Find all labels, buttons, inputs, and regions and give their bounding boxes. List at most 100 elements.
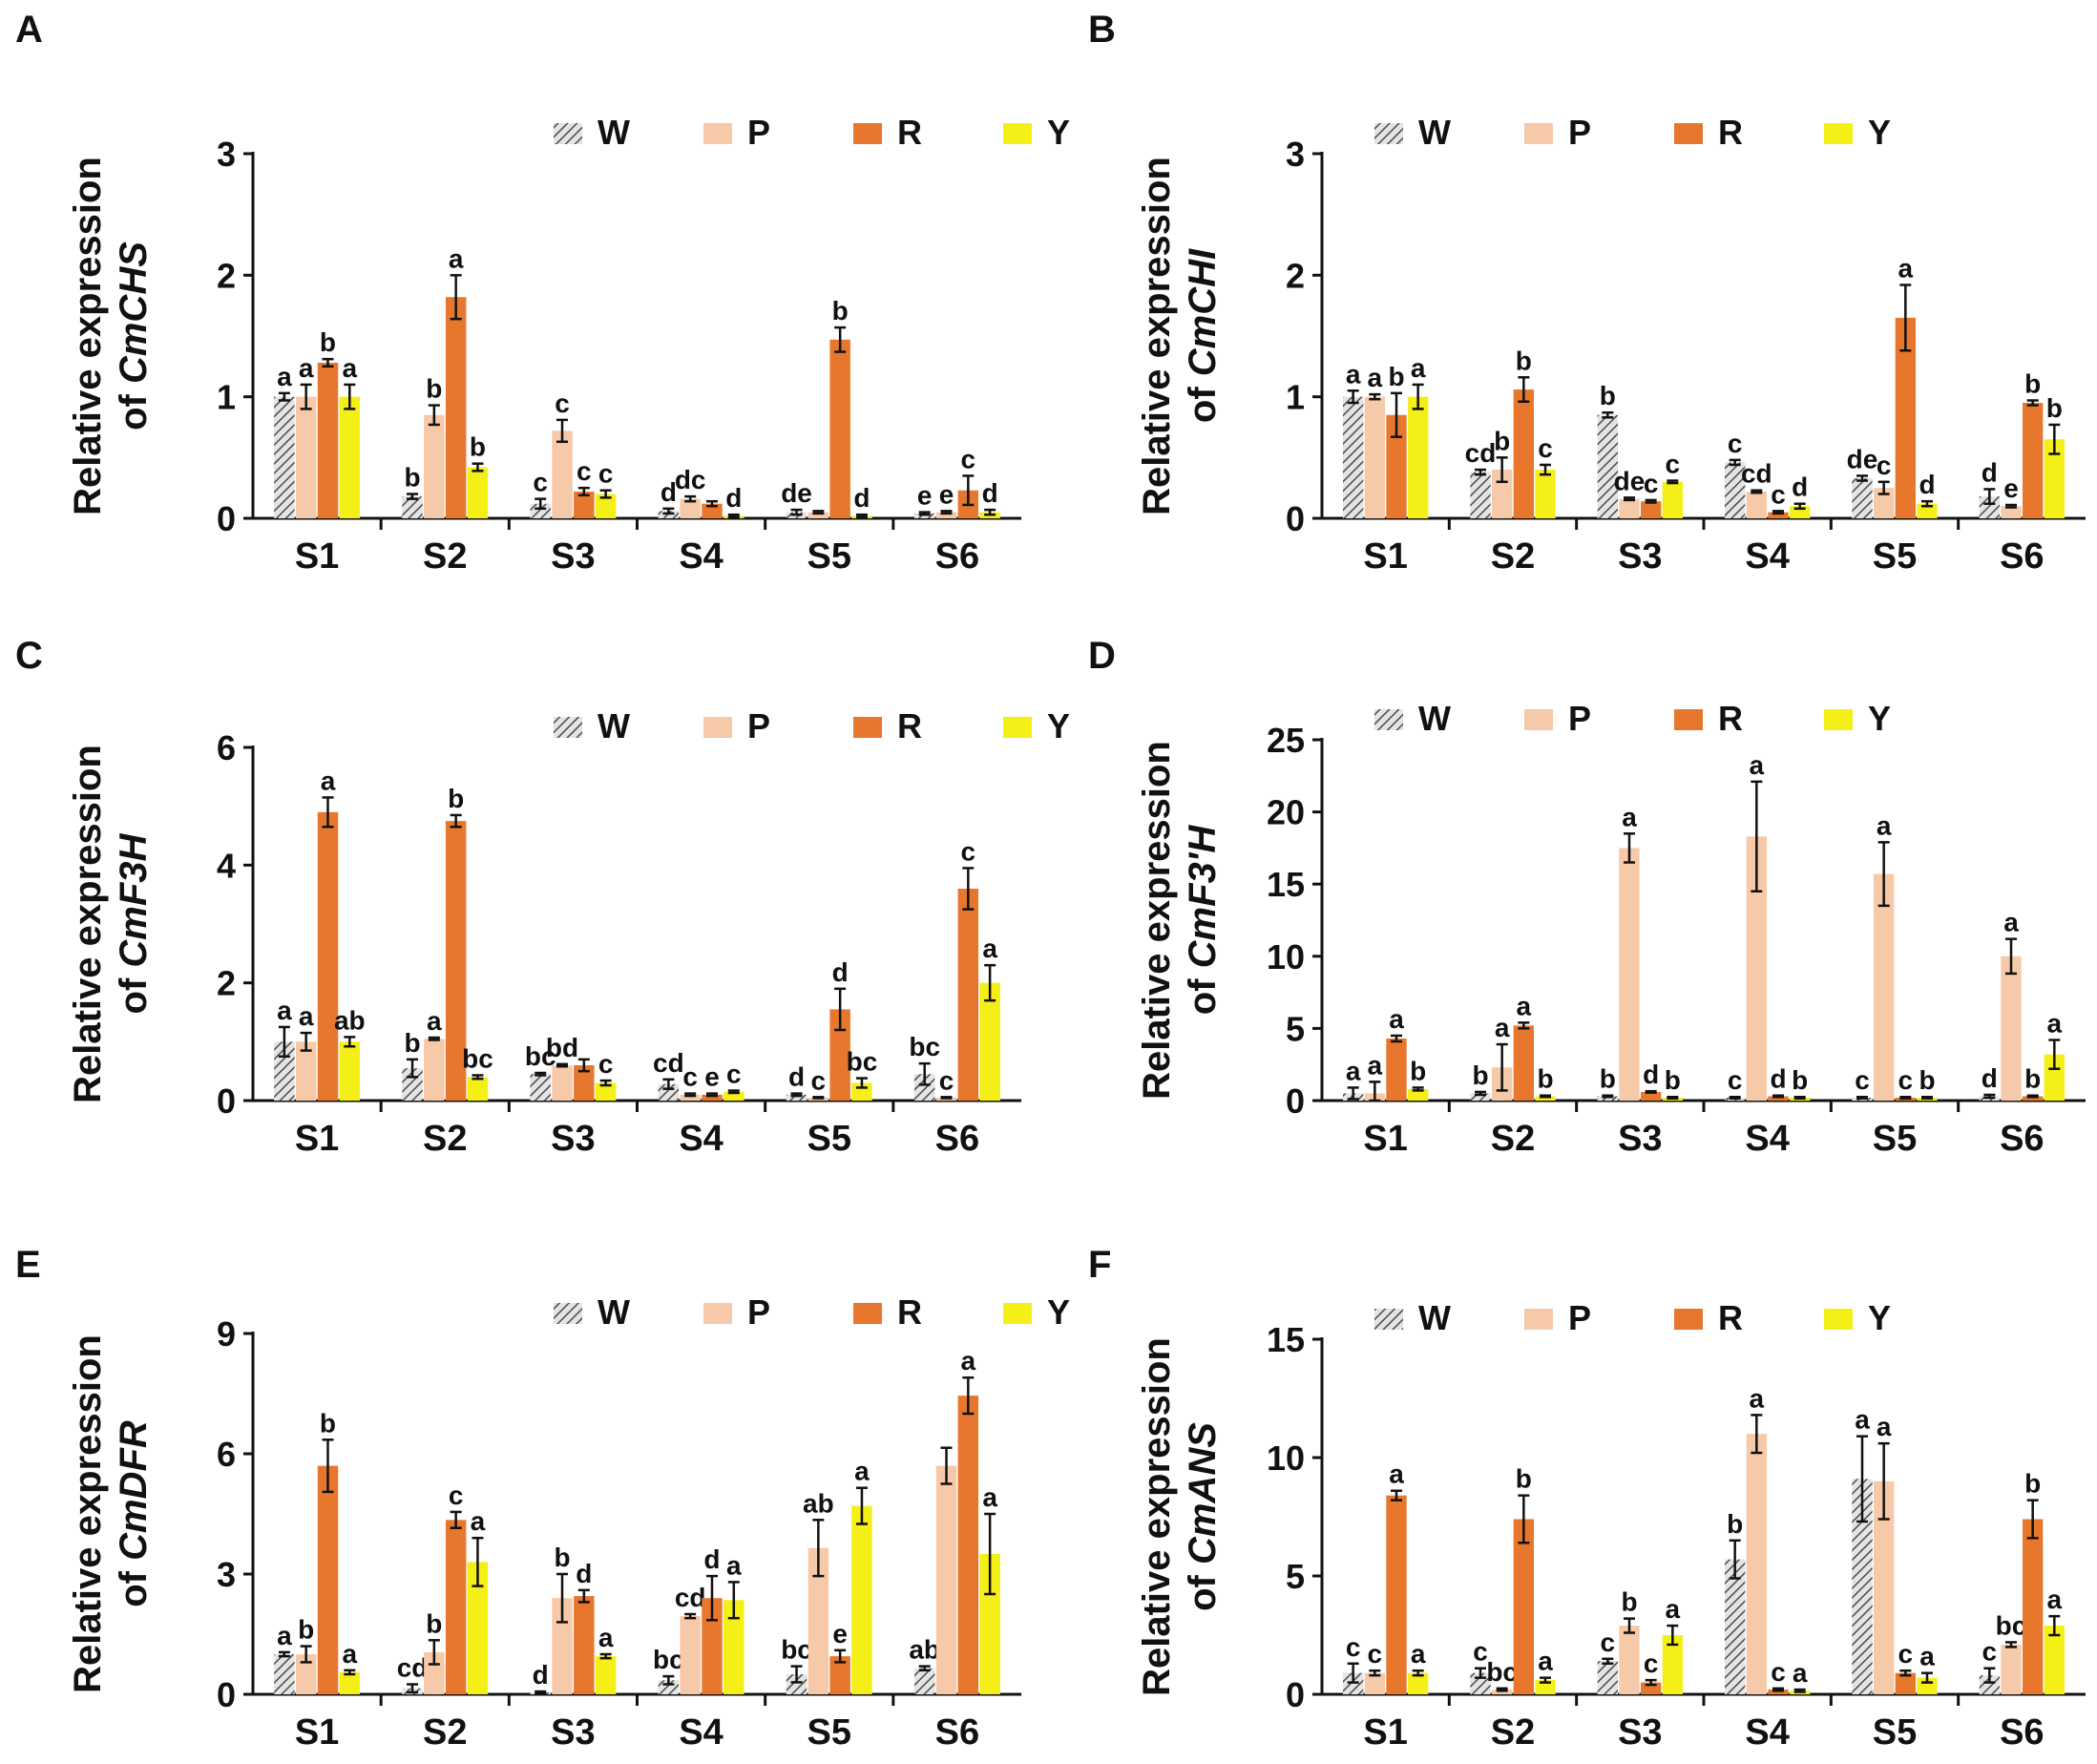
significance-label: de: [781, 478, 812, 508]
significance-label: bc: [1486, 1657, 1518, 1687]
significance-label: d: [661, 477, 677, 507]
x-tick-label: S6: [935, 1119, 979, 1159]
bar-p: [1746, 491, 1767, 518]
significance-label: a: [1389, 1460, 1404, 1489]
significance-label: d: [1770, 1064, 1786, 1094]
significance-label: a: [2047, 1585, 2063, 1614]
significance-label: b: [832, 296, 849, 326]
bar-w: [274, 1654, 295, 1694]
significance-label: c: [1601, 1628, 1616, 1657]
bar-w: [658, 511, 680, 518]
significance-label: b: [1472, 1060, 1488, 1090]
y-axis-label-line1: Relative expression: [67, 157, 109, 515]
y-axis-label-line2: of CmANS: [1182, 1422, 1224, 1611]
significance-label: de: [1847, 444, 1878, 473]
bar-y: [339, 396, 361, 518]
bar-p: [295, 1654, 317, 1694]
bar-r: [1768, 512, 1789, 518]
bar-p: [1364, 396, 1385, 518]
bar-y: [1917, 503, 1938, 518]
y-tick-label: 0: [217, 499, 236, 538]
significance-label: a: [343, 353, 358, 383]
legend-label-w: W: [598, 1292, 630, 1332]
significance-label: c: [1644, 469, 1659, 498]
significance-label: a: [1411, 353, 1426, 383]
legend-label-p: P: [747, 706, 770, 746]
y-tick-label: 3: [217, 135, 236, 174]
bar-w: [274, 396, 295, 518]
significance-label: b: [1516, 1464, 1532, 1494]
significance-label: b: [1621, 1587, 1637, 1617]
legend-label-y: Y: [1047, 706, 1070, 746]
significance-label: d: [1982, 457, 1998, 487]
bar-y: [339, 1041, 361, 1101]
bar-r: [445, 1520, 467, 1694]
x-tick-label: S6: [935, 1712, 979, 1753]
bar-y: [467, 467, 489, 518]
significance-label: d: [1792, 472, 1808, 502]
significance-label: a: [299, 353, 314, 383]
y-tick-label: 5: [1286, 1557, 1305, 1596]
bar-p: [1746, 836, 1767, 1101]
y-axis-label-line1: Relative expression: [67, 745, 109, 1103]
legend-label-y: Y: [1868, 113, 1891, 152]
significance-label: b: [448, 784, 464, 813]
significance-label: a: [961, 1346, 976, 1376]
bar-p: [1746, 1434, 1767, 1694]
significance-label: c: [1538, 433, 1553, 463]
bar-y: [851, 1505, 872, 1694]
legend-swatch-y: [1003, 123, 1032, 144]
bar-r: [1513, 1025, 1534, 1101]
bar-y: [723, 1091, 744, 1101]
legend-swatch-p: [703, 1303, 732, 1324]
significance-label: a: [277, 362, 292, 391]
y-tick-label: 2: [217, 256, 236, 295]
significance-label: a: [1368, 363, 1383, 392]
significance-label: a: [2047, 1008, 2063, 1038]
bar-r: [445, 297, 467, 518]
bar-w: [530, 1074, 551, 1101]
panel-letter: C: [15, 635, 43, 677]
bar-r: [829, 1009, 850, 1101]
y-tick-label: 20: [1267, 793, 1305, 832]
legend-swatch-r: [853, 1303, 882, 1324]
bar-r: [574, 1065, 595, 1101]
significance-label: d: [853, 483, 870, 513]
bar-y: [2044, 1054, 2065, 1101]
y-axis-label-line2: of CmF3H: [113, 832, 155, 1014]
significance-label: a: [277, 1621, 292, 1650]
bar-w: [1725, 1559, 1746, 1694]
significance-label: bc: [1996, 1610, 2027, 1640]
significance-label: d: [1643, 1060, 1659, 1089]
x-tick-label: S5: [807, 1119, 851, 1159]
significance-label: a: [1517, 991, 1532, 1020]
legend-swatch-y: [1003, 1303, 1032, 1324]
bar-r: [445, 821, 467, 1101]
significance-label: c: [1473, 1637, 1488, 1667]
significance-label: e: [832, 1619, 848, 1648]
bar-y: [1535, 1096, 1556, 1101]
significance-label: ab: [334, 1005, 366, 1035]
bar-r: [702, 1094, 723, 1101]
y-axis-label-prefix: of: [1182, 376, 1224, 423]
bar-p: [552, 1065, 573, 1101]
significance-label: b: [1516, 346, 1532, 375]
x-tick-label: S4: [1745, 536, 1789, 577]
legend-swatch-r: [1674, 1309, 1703, 1330]
significance-label: a: [1389, 1004, 1404, 1034]
bar-y: [723, 1600, 744, 1694]
x-tick-label: S5: [1873, 536, 1917, 577]
y-axis-gene-name: CmF3'H: [1182, 825, 1224, 969]
bar-p: [2001, 506, 2022, 518]
significance-label: a: [321, 766, 336, 795]
significance-label: a: [1622, 802, 1637, 831]
bar-r: [1386, 1495, 1407, 1694]
legend-label-p: P: [747, 1292, 770, 1332]
bar-p: [680, 1094, 701, 1101]
significance-label: a: [1877, 1412, 1892, 1441]
legend-swatch-w: [554, 1303, 582, 1324]
legend-label-r: R: [1718, 1298, 1743, 1337]
bar-r: [829, 339, 850, 518]
significance-label: a: [343, 1639, 358, 1669]
